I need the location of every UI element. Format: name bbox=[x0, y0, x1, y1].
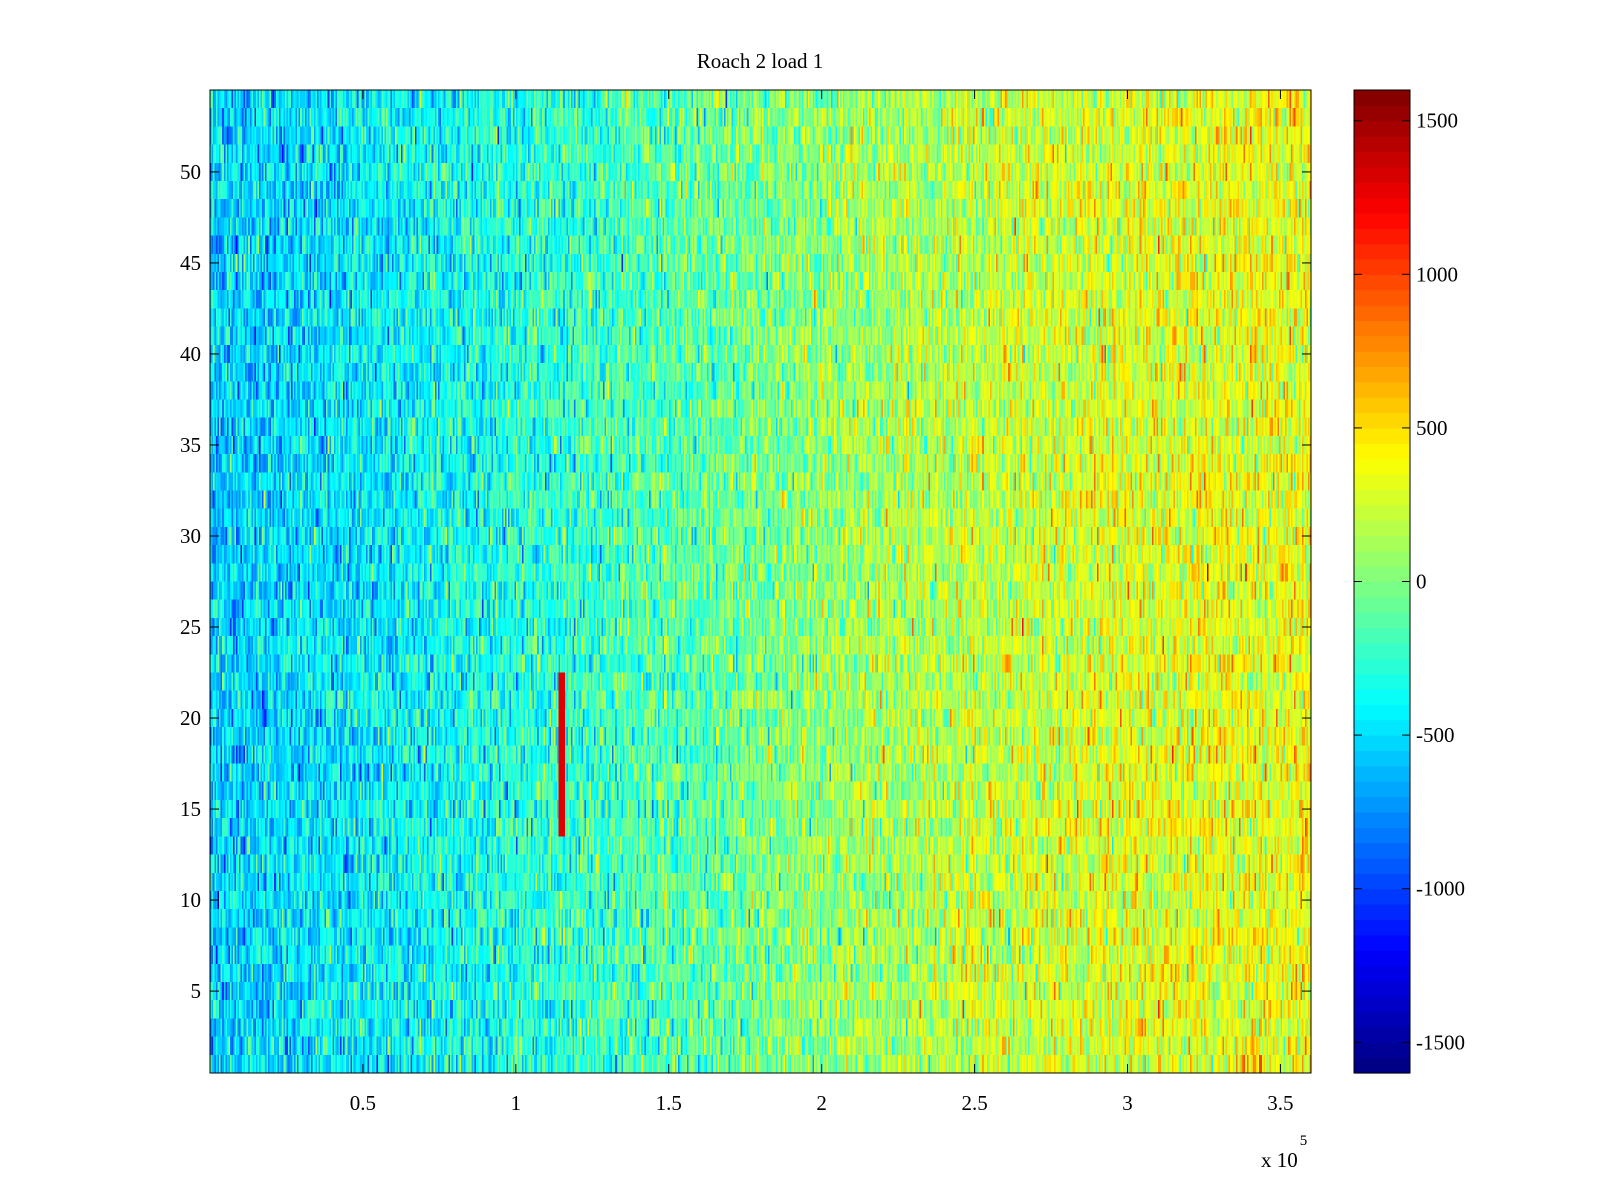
y-tick-label: 50 bbox=[180, 160, 201, 184]
colorbar-segment bbox=[1354, 596, 1410, 613]
y-tick-label: 45 bbox=[180, 251, 201, 275]
colorbar-tick-label: 500 bbox=[1416, 416, 1448, 440]
x-tick-label: 3.5 bbox=[1267, 1091, 1293, 1115]
colorbar-segment bbox=[1354, 520, 1410, 537]
colorbar-segment bbox=[1354, 182, 1410, 199]
colorbar-segment bbox=[1354, 750, 1410, 767]
colorbar-segment bbox=[1354, 566, 1410, 583]
colorbar-segment bbox=[1354, 673, 1410, 690]
colorbar-tick-label: 1000 bbox=[1416, 262, 1458, 286]
x-tick-label: 2.5 bbox=[961, 1091, 987, 1115]
colorbar-segment bbox=[1354, 581, 1410, 598]
colorbar-segment bbox=[1354, 1042, 1410, 1059]
x-axis-exponent: x 105 bbox=[1261, 1133, 1307, 1172]
x-axis-exponent-power: 5 bbox=[1300, 1133, 1308, 1149]
colorbar-segment bbox=[1354, 550, 1410, 567]
colorbar-segment bbox=[1354, 274, 1410, 291]
heatmap-image bbox=[210, 90, 1311, 1073]
colorbar-segment bbox=[1354, 719, 1410, 736]
colorbar-segment bbox=[1354, 796, 1410, 813]
colorbar-segment bbox=[1354, 120, 1410, 137]
x-tick-label: 0.5 bbox=[350, 1091, 376, 1115]
colorbar-segment bbox=[1354, 735, 1410, 752]
colorbar-segment bbox=[1354, 1057, 1410, 1074]
heatmap-cells bbox=[210, 90, 1311, 1073]
colorbar-segment bbox=[1354, 90, 1410, 106]
colorbar-segment bbox=[1354, 535, 1410, 552]
colorbar-segment bbox=[1354, 811, 1410, 828]
colorbar-segment bbox=[1354, 873, 1410, 890]
colorbar-segment bbox=[1354, 136, 1410, 153]
colorbar-tick-label: -500 bbox=[1416, 723, 1455, 747]
colorbar-segment bbox=[1354, 381, 1410, 398]
y-tick-label: 15 bbox=[180, 797, 201, 821]
colorbar-tick-label: 1500 bbox=[1416, 109, 1458, 133]
colorbar-segment bbox=[1354, 489, 1410, 506]
x-tick-label: 1.5 bbox=[656, 1091, 682, 1115]
colorbar-segment bbox=[1354, 658, 1410, 675]
colorbar-segment bbox=[1354, 642, 1410, 659]
y-tick-label: 10 bbox=[180, 888, 201, 912]
colorbar-segment bbox=[1354, 781, 1410, 798]
y-tick-label: 40 bbox=[180, 342, 201, 366]
colorbar-segment bbox=[1354, 612, 1410, 629]
colorbar-segment bbox=[1354, 473, 1410, 490]
colorbar-segment bbox=[1354, 443, 1410, 460]
colorbar-segment bbox=[1354, 105, 1410, 122]
colorbar-segment bbox=[1354, 228, 1410, 245]
colorbar-segment bbox=[1354, 212, 1410, 229]
y-tick-label: 25 bbox=[180, 615, 201, 639]
colorbar-segment bbox=[1354, 842, 1410, 859]
colorbar-segment bbox=[1354, 289, 1410, 306]
colorbar-segment bbox=[1354, 320, 1410, 337]
colorbar-segment bbox=[1354, 366, 1410, 383]
colorbar-segment bbox=[1354, 504, 1410, 521]
chart-title: Roach 2 load 1 bbox=[697, 49, 824, 73]
colorbar-segment bbox=[1354, 351, 1410, 368]
colorbar-segment bbox=[1354, 197, 1410, 214]
colorbar-segment bbox=[1354, 627, 1410, 644]
y-tick-label: 5 bbox=[191, 979, 202, 1003]
colorbar-segment bbox=[1354, 950, 1410, 967]
x-tick-label: 1 bbox=[511, 1091, 522, 1115]
y-tick-label: 35 bbox=[180, 433, 201, 457]
colorbar-segment bbox=[1354, 305, 1410, 321]
y-tick-label: 20 bbox=[180, 706, 201, 730]
colorbar-segment bbox=[1354, 151, 1410, 168]
colorbar-segment bbox=[1354, 827, 1410, 844]
colorbar-segment bbox=[1354, 166, 1410, 183]
colorbar-tick-label: -1000 bbox=[1416, 877, 1465, 901]
colorbar-segment bbox=[1354, 335, 1410, 352]
colorbar-segment bbox=[1354, 888, 1410, 905]
colorbar-segment bbox=[1354, 258, 1410, 275]
y-axis: 5 10 15 20 25 30 35 40 45 50 bbox=[180, 160, 1311, 1003]
y-tick-label: 30 bbox=[180, 524, 201, 548]
colorbar-segment bbox=[1354, 1011, 1410, 1028]
colorbar-segment bbox=[1354, 704, 1410, 721]
plot-area-frame bbox=[209, 89, 1312, 1074]
colorbar-segment bbox=[1354, 458, 1410, 475]
colorbar-segment bbox=[1354, 980, 1410, 997]
colorbar-segment bbox=[1354, 765, 1410, 782]
colorbar-segment bbox=[1354, 397, 1410, 414]
colorbar-tick-label: -1500 bbox=[1416, 1030, 1465, 1054]
x-tick-label: 3 bbox=[1122, 1091, 1133, 1115]
colorbar-segment bbox=[1354, 919, 1410, 936]
colorbar-tick-label: 0 bbox=[1416, 570, 1427, 594]
colorbar-segment bbox=[1354, 996, 1410, 1013]
x-tick-label: 2 bbox=[816, 1091, 827, 1115]
colorbar-segment bbox=[1354, 427, 1410, 444]
colorbar-segment bbox=[1354, 689, 1410, 705]
colorbar-segment bbox=[1354, 243, 1410, 260]
colorbar bbox=[1354, 90, 1410, 1074]
colorbar-segment bbox=[1354, 934, 1410, 951]
colorbar-segment bbox=[1354, 965, 1410, 982]
colorbar-segment bbox=[1354, 904, 1410, 921]
x-axis: 0.5 1 1.5 2 2.5 3 3.5 bbox=[350, 90, 1294, 1115]
colorbar-segment bbox=[1354, 412, 1410, 429]
colorbar-segment bbox=[1354, 1026, 1410, 1043]
colorbar-ticks: -1500 -1000 -500 0 500 1000 1500 bbox=[1354, 109, 1465, 1054]
colorbar-segment bbox=[1354, 857, 1410, 874]
